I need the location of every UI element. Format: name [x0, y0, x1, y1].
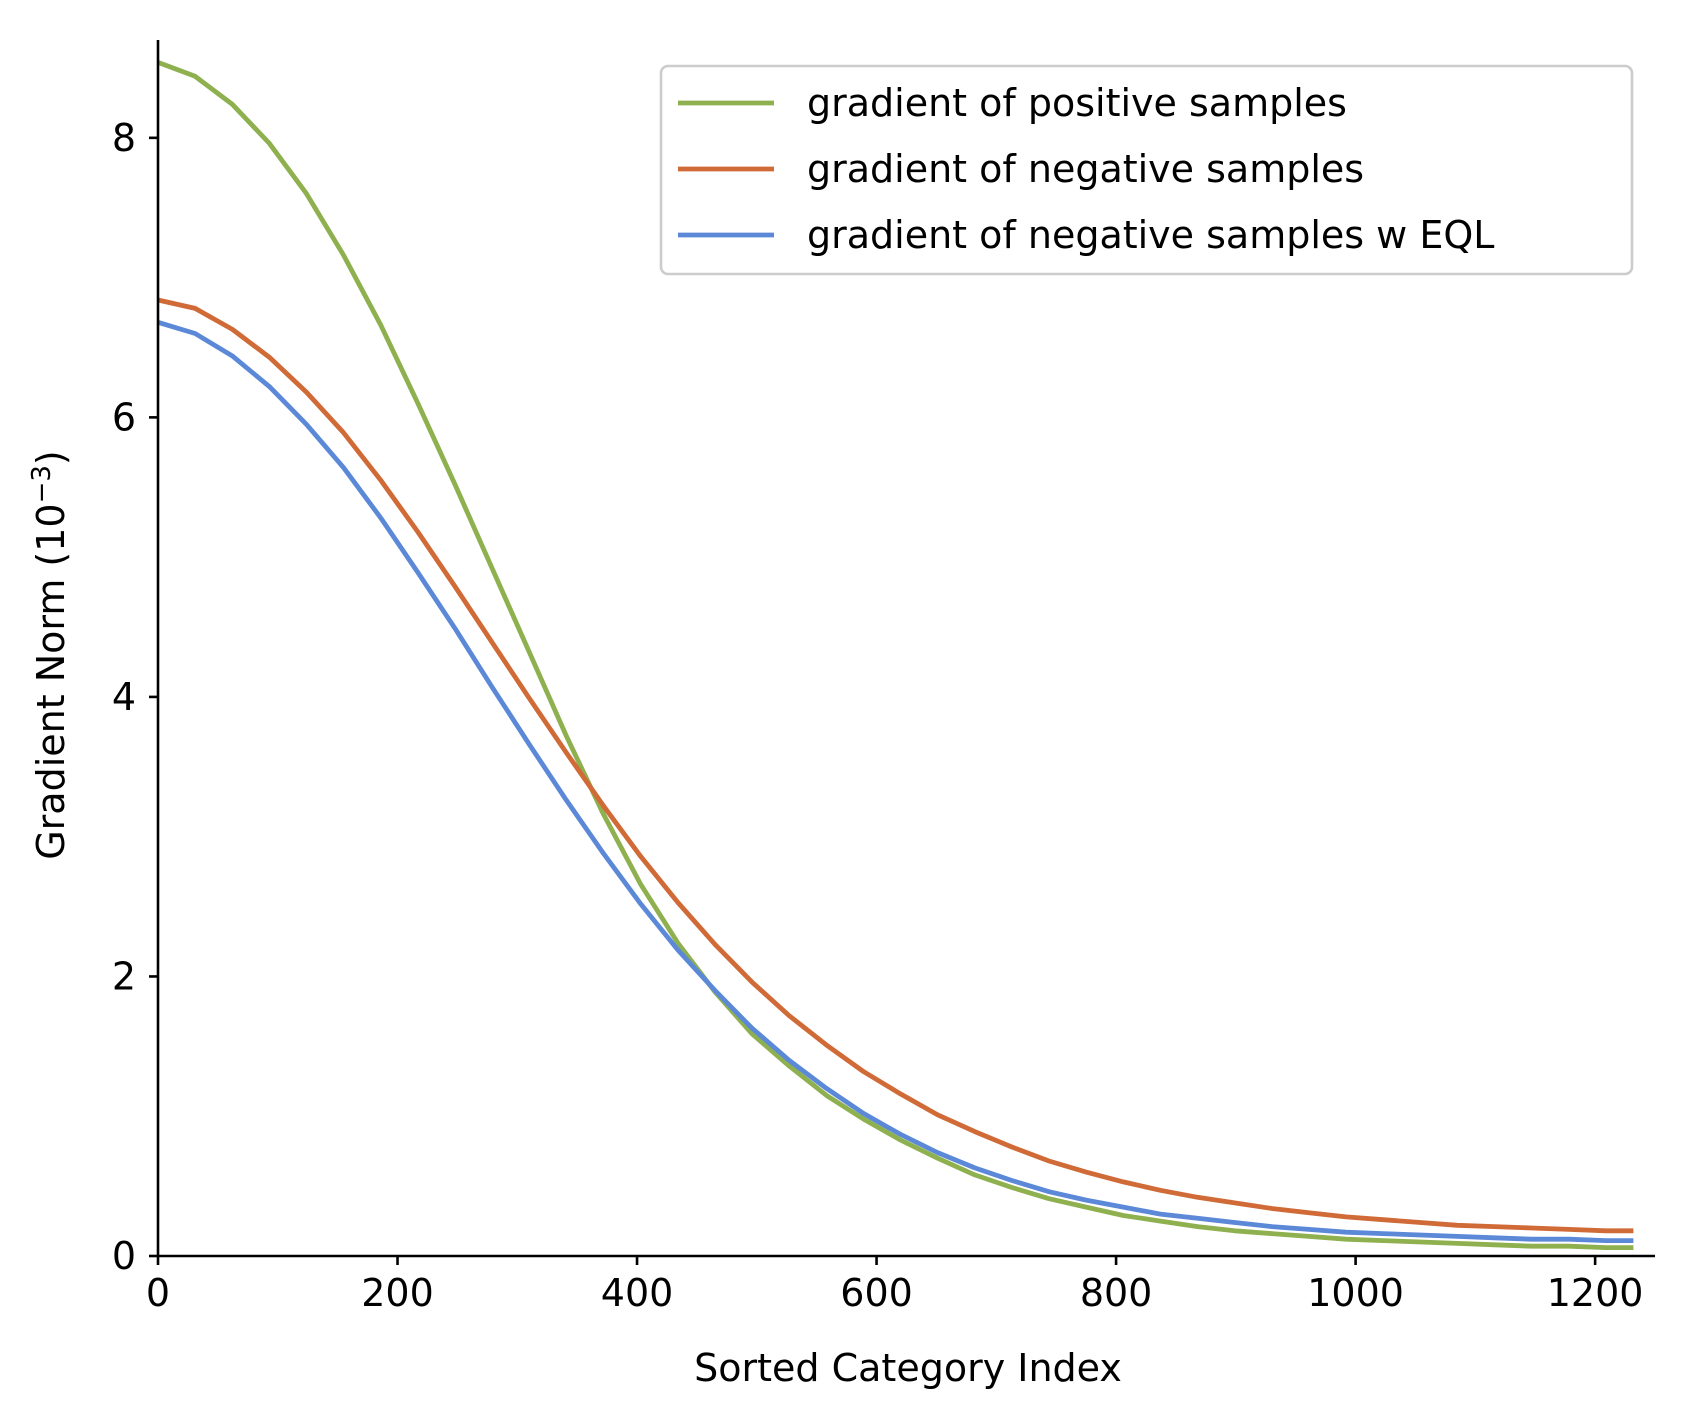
x-tick-label: 600 — [840, 1271, 913, 1315]
y-tick-label: 6 — [112, 395, 136, 439]
x-axis-title: Sorted Category Index — [694, 1346, 1122, 1390]
y-tick-label: 2 — [112, 954, 136, 998]
legend-items: gradient of positive samples gradient of … — [678, 81, 1494, 257]
legend-frame — [659, 64, 1634, 276]
x-tick-label: 800 — [1080, 1271, 1153, 1315]
y-tick-label: 8 — [112, 116, 136, 160]
plot-area — [157, 60, 1634, 1250]
legend-label-1: gradient of positive samples — [807, 81, 1347, 125]
y-tick-label: 4 — [112, 675, 136, 719]
series-line-1 — [157, 60, 1634, 1250]
x-tick-label: 1000 — [1307, 1271, 1404, 1315]
x-tick-label: 200 — [361, 1271, 434, 1315]
series-line-2 — [157, 297, 1634, 1234]
series-line-3 — [157, 320, 1634, 1243]
y-tick-label: 0 — [112, 1234, 136, 1278]
x-tick-label: 400 — [601, 1271, 674, 1315]
x-tick-label: 1200 — [1547, 1271, 1644, 1315]
series-group — [157, 60, 1634, 1250]
y-axis-title-close: ) — [29, 450, 73, 465]
y-ticks: 0 2 4 6 8 — [112, 116, 158, 1278]
y-axis-title-main: Gradient Norm (10 — [29, 503, 73, 859]
x-tick-label: 0 — [146, 1271, 170, 1315]
x-ticks: 0 200 400 600 800 1000 1200 — [146, 1256, 1644, 1315]
y-axis-title-exponent: −3 — [27, 465, 57, 503]
legend: gradient of positive samples gradient of … — [659, 64, 1634, 276]
legend-label-3: gradient of negative samples w EQL — [807, 213, 1494, 257]
y-axis-title: Gradient Norm (10−3) — [27, 450, 73, 860]
legend-label-2: gradient of negative samples — [807, 147, 1364, 191]
